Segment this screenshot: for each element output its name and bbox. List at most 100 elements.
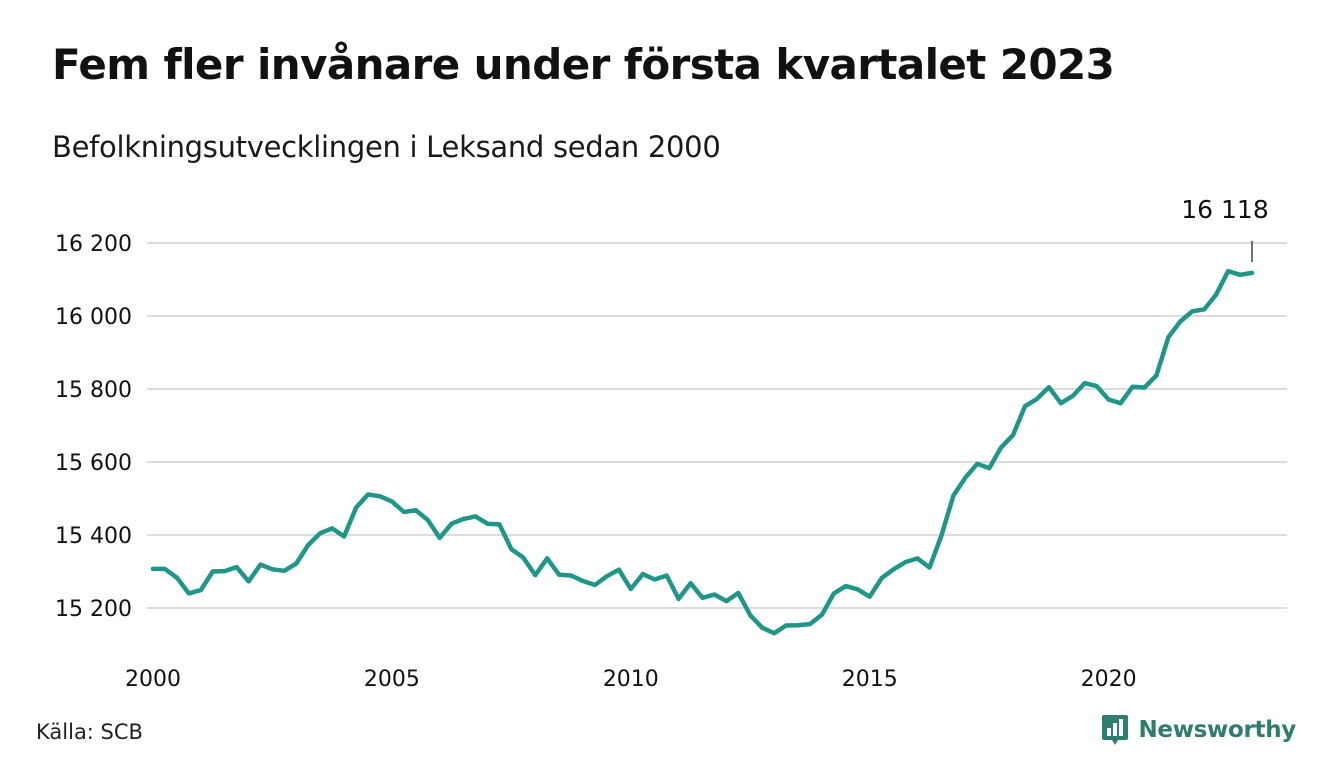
data-point xyxy=(1202,307,1207,312)
data-point xyxy=(796,623,801,628)
data-point xyxy=(820,612,824,617)
data-point xyxy=(222,569,227,574)
data-point xyxy=(593,583,597,587)
y-tick-label: 16 200 xyxy=(55,232,132,257)
data-point xyxy=(808,622,812,627)
data-point xyxy=(354,505,359,510)
population-series-line xyxy=(150,268,1255,636)
data-point xyxy=(712,592,717,597)
data-point xyxy=(879,576,884,581)
data-point xyxy=(1166,335,1171,340)
data-point xyxy=(616,567,621,572)
data-point xyxy=(1035,396,1039,401)
data-point xyxy=(270,567,275,572)
data-point xyxy=(951,493,956,498)
data-point xyxy=(186,591,191,596)
line-chart: 15 200 15 400 15 600 15 800 16 000 16 200 200… xyxy=(55,195,1287,692)
data-point xyxy=(1226,269,1231,274)
y-tick-label: 15 600 xyxy=(55,451,132,476)
data-point xyxy=(162,566,167,571)
data-point xyxy=(151,566,155,571)
data-point xyxy=(700,595,705,600)
data-point xyxy=(401,510,406,514)
data-point xyxy=(198,588,203,593)
data-point xyxy=(294,561,299,566)
chart-subtitle: Befolkningsutvecklingen i Leksand sedan … xyxy=(52,130,721,164)
data-point xyxy=(1106,397,1111,402)
data-point xyxy=(258,562,263,567)
data-point xyxy=(604,574,609,579)
data-point xyxy=(784,623,789,628)
data-point xyxy=(1130,384,1135,389)
data-point xyxy=(843,584,848,589)
data-point xyxy=(282,568,287,573)
x-axis-tick-labels: 2000 2005 2010 2015 2020 xyxy=(125,667,1137,692)
data-point xyxy=(652,577,657,582)
data-point xyxy=(939,533,944,538)
data-point xyxy=(306,542,311,547)
data-point xyxy=(581,579,585,583)
grid-lines xyxy=(147,242,1287,609)
data-point xyxy=(497,522,502,527)
data-point xyxy=(903,560,908,564)
data-point xyxy=(413,508,418,513)
data-point xyxy=(748,613,753,618)
data-point xyxy=(1058,401,1063,406)
data-point xyxy=(485,521,490,526)
x-tick-label: 2020 xyxy=(1081,667,1137,692)
data-point xyxy=(1142,385,1147,390)
data-point xyxy=(1178,319,1183,324)
y-tick-label: 16 000 xyxy=(55,305,132,330)
data-point xyxy=(521,555,526,560)
y-tick-label: 15 800 xyxy=(55,378,132,403)
data-point xyxy=(246,579,251,584)
source-note: Källa: SCB xyxy=(36,720,143,744)
data-point xyxy=(330,526,335,531)
data-point xyxy=(724,599,729,604)
data-point xyxy=(210,569,215,574)
bar-chart-speech-bubble-icon xyxy=(1102,715,1129,745)
data-point xyxy=(234,565,239,570)
data-point xyxy=(1118,401,1123,406)
chart-title: Fem fler invånare under första kvartalet… xyxy=(52,40,1115,89)
data-point xyxy=(640,572,645,577)
data-point xyxy=(569,573,574,578)
data-point xyxy=(927,565,932,570)
data-point xyxy=(1082,381,1087,386)
annotation-label: 16 118 xyxy=(1181,195,1268,224)
data-point xyxy=(760,625,765,630)
x-tick-label: 2015 xyxy=(842,667,898,692)
y-axis-tick-labels: 15 200 15 400 15 600 15 800 16 000 16 200 xyxy=(55,232,132,622)
data-point xyxy=(915,556,920,561)
data-point xyxy=(366,492,370,497)
x-tick-label: 2005 xyxy=(364,667,420,692)
data-point xyxy=(688,581,693,586)
data-point xyxy=(318,531,323,536)
data-point xyxy=(1023,404,1027,409)
data-point xyxy=(461,516,466,521)
x-tick-label: 2010 xyxy=(603,667,659,692)
data-point xyxy=(1250,270,1254,275)
data-point xyxy=(1214,292,1219,297)
brand-name: Newsworthy xyxy=(1138,717,1296,743)
data-point xyxy=(1238,272,1243,277)
brand-logo: Newsworthy xyxy=(1101,714,1296,746)
data-point xyxy=(999,445,1004,450)
data-point xyxy=(1070,393,1075,398)
data-point xyxy=(676,596,681,601)
data-point xyxy=(473,514,478,519)
data-point xyxy=(736,591,741,595)
data-point xyxy=(509,547,514,552)
data-point xyxy=(378,494,382,499)
data-point xyxy=(628,587,633,591)
data-point xyxy=(963,475,968,480)
data-point xyxy=(867,594,872,599)
data-point xyxy=(437,535,442,540)
data-point xyxy=(1190,309,1195,314)
data-point xyxy=(449,521,454,526)
y-tick-label: 15 400 xyxy=(55,524,132,549)
data-point xyxy=(855,587,860,592)
data-point xyxy=(891,567,896,572)
data-point xyxy=(831,591,836,596)
data-point xyxy=(1094,384,1099,389)
